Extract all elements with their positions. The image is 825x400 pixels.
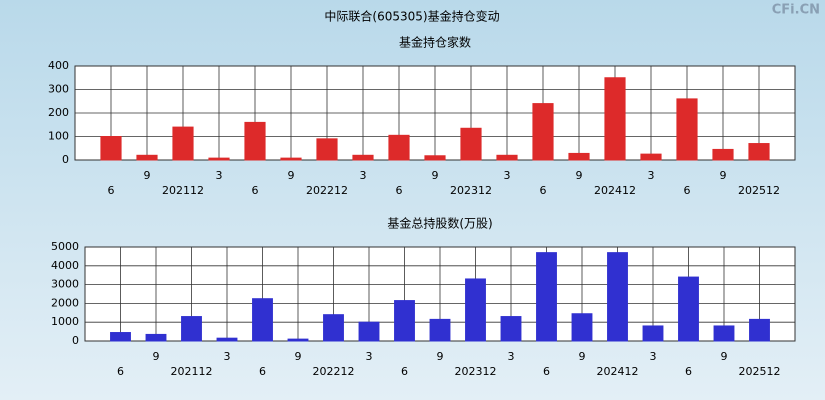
x-tick-label: 9 <box>144 169 151 182</box>
x-tick-label: 6 <box>117 365 124 378</box>
x-tick-label: 3 <box>504 169 511 182</box>
y-tick-label: 400 <box>48 59 69 72</box>
x-tick-label: 6 <box>543 365 550 378</box>
bar <box>429 318 451 342</box>
x-tick-label: 9 <box>153 350 160 363</box>
bar <box>252 298 273 342</box>
page-title: 中际联合(605305)基金持仓变动 <box>324 9 499 24</box>
bar <box>496 154 518 161</box>
bar <box>136 154 158 161</box>
bar <box>145 333 167 342</box>
bar <box>358 321 380 342</box>
bar <box>181 316 202 342</box>
bar <box>244 121 266 161</box>
bar <box>713 325 735 342</box>
y-tick-label: 300 <box>48 83 69 96</box>
x-tick-label: 6 <box>684 184 691 197</box>
x-tick-label: 3 <box>648 169 655 182</box>
bar <box>287 338 309 342</box>
x-tick-label: 202112 <box>162 184 204 197</box>
x-tick-label: 6 <box>540 184 547 197</box>
x-tick-label: 9 <box>720 169 727 182</box>
y-tick-label: 0 <box>62 153 69 166</box>
x-tick-label: 202412 <box>594 184 636 197</box>
y-tick-label: 200 <box>48 106 69 119</box>
x-tick-label: 6 <box>108 184 115 197</box>
bar <box>424 155 446 161</box>
bar <box>460 127 482 161</box>
x-tick-label: 6 <box>396 184 403 197</box>
bar <box>749 318 770 342</box>
x-tick-label: 6 <box>401 365 408 378</box>
x-tick-label: 3 <box>224 350 231 363</box>
bar <box>568 152 590 161</box>
x-tick-label: 202512 <box>738 184 780 197</box>
bar <box>352 154 374 161</box>
x-tick-label: 9 <box>576 169 583 182</box>
x-tick-label: 202212 <box>306 184 348 197</box>
x-tick-label: 3 <box>366 350 373 363</box>
bar <box>465 278 486 342</box>
bar <box>604 77 626 161</box>
x-tick-label: 9 <box>288 169 295 182</box>
bar <box>388 134 410 161</box>
bar <box>316 138 338 161</box>
watermark: CFi.CN <box>772 3 820 18</box>
bar <box>676 98 698 161</box>
x-tick-label: 202412 <box>597 365 639 378</box>
x-tick-label: 202512 <box>739 365 781 378</box>
bar <box>172 126 194 161</box>
bar <box>678 276 699 342</box>
x-tick-label: 6 <box>252 184 259 197</box>
y-tick-label: 2000 <box>51 296 79 309</box>
bar <box>110 332 131 342</box>
x-tick-label: 202312 <box>450 184 492 197</box>
bar <box>280 157 302 161</box>
bar <box>394 300 415 342</box>
x-tick-label: 9 <box>721 350 728 363</box>
bar <box>642 325 664 342</box>
y-tick-label: 1000 <box>51 315 79 328</box>
y-tick-label: 100 <box>48 130 69 143</box>
bar <box>571 313 593 342</box>
x-tick-label: 9 <box>437 350 444 363</box>
bar <box>607 252 628 342</box>
x-tick-label: 3 <box>650 350 657 363</box>
x-tick-label: 3 <box>216 169 223 182</box>
x-tick-label: 3 <box>508 350 515 363</box>
x-tick-label: 6 <box>259 365 266 378</box>
x-tick-label: 3 <box>360 169 367 182</box>
x-tick-label: 202112 <box>171 365 213 378</box>
bar <box>748 143 770 161</box>
bar <box>640 153 662 161</box>
x-tick-label: 6 <box>685 365 692 378</box>
x-tick-label: 202212 <box>313 365 355 378</box>
y-tick-label: 3000 <box>51 278 79 291</box>
bar <box>100 136 122 161</box>
bar <box>208 157 230 161</box>
y-tick-label: 0 <box>72 334 79 347</box>
bar <box>216 337 238 342</box>
x-tick-label: 9 <box>579 350 586 363</box>
y-tick-label: 4000 <box>51 259 79 272</box>
chart-title: 基金总持股数(万股) <box>387 216 492 231</box>
bar <box>323 314 344 342</box>
bar <box>532 103 554 161</box>
x-tick-label: 9 <box>295 350 302 363</box>
bar <box>712 148 734 161</box>
bar <box>500 316 522 342</box>
x-tick-label: 202312 <box>455 365 497 378</box>
chart-title: 基金持仓家数 <box>399 35 471 50</box>
bar <box>536 252 557 342</box>
x-tick-label: 9 <box>432 169 439 182</box>
y-tick-label: 5000 <box>51 240 79 253</box>
